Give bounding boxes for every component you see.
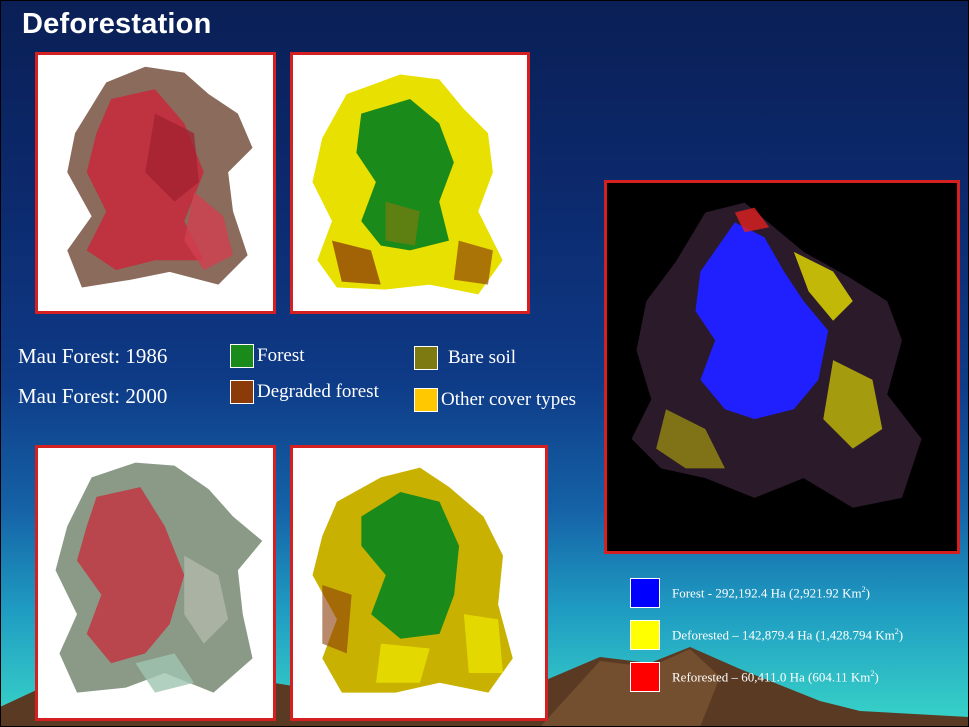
caption-mau-forest-2000: Mau Forest: 2000 [18, 384, 168, 408]
legend-change-deforested-label: Deforested – 142,879.4 Ha (1,428.794 Km [672, 627, 895, 643]
legend-change-forest-close: ) [865, 585, 870, 601]
legend-change-forest: Forest - 292,192.4 Ha (2,921.92 Km2) [630, 578, 870, 608]
swatch-bare-soil [414, 346, 438, 370]
legend-change-deforested: Deforested – 142,879.4 Ha (1,428.794 Km2… [630, 620, 903, 650]
legend-degraded-forest-label: Degraded forest [257, 381, 379, 402]
swatch-other-cover [414, 388, 438, 412]
legend-change-reforested-label: Reforested – 60,411.0 Ha (604.11 Km [672, 669, 871, 685]
legend-bare-soil-label: Bare soil [448, 347, 517, 368]
legend-forest: Forest [230, 344, 305, 368]
image-2000-classified [290, 445, 548, 721]
legend-change-forest-label: Forest - 292,192.4 Ha (2,921.92 Km [672, 585, 862, 601]
legend-bare-soil: Bare soil [414, 346, 516, 370]
legend-other-cover: Other cover types [414, 388, 576, 412]
slide-title: Deforestation [22, 8, 212, 40]
swatch-change-reforested [630, 662, 660, 692]
legend-change-reforested-sup: 2 [870, 668, 875, 678]
change-detection-map [604, 180, 960, 554]
swatch-change-deforested [630, 620, 660, 650]
legend-degraded-forest: Degraded forest [230, 380, 379, 404]
legend-forest-label: Forest [257, 345, 305, 366]
legend-change-forest-sup: 2 [861, 584, 866, 594]
legend-change-reforested-close: ) [874, 669, 879, 685]
image-1986-satellite [35, 52, 276, 314]
legend-change-reforested: Reforested – 60,411.0 Ha (604.11 Km2) [630, 662, 879, 692]
legend-change-deforested-sup: 2 [894, 626, 899, 636]
caption-mau-forest-1986: Mau Forest: 1986 [18, 344, 168, 368]
swatch-forest [230, 344, 254, 368]
legend-change-deforested-close: ) [898, 627, 904, 643]
image-2000-satellite [35, 445, 276, 721]
legend-other-cover-label: Other cover types [441, 389, 577, 410]
image-1986-classified [290, 52, 530, 314]
swatch-change-forest [630, 578, 660, 608]
swatch-degraded-forest [230, 380, 254, 404]
